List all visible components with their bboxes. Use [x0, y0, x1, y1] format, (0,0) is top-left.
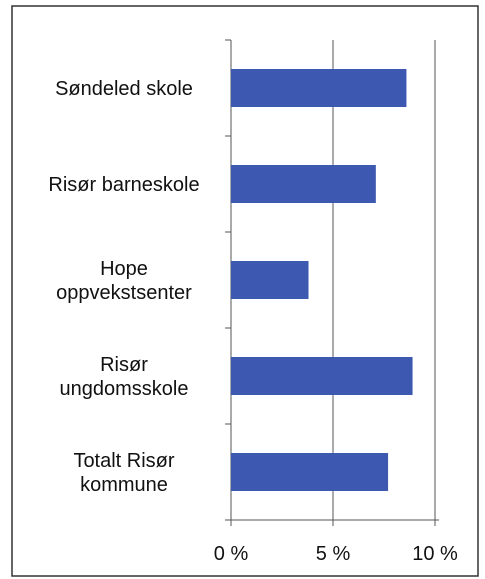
- x-tick-label: 10 %: [412, 543, 458, 565]
- bar: [231, 165, 376, 203]
- bar: [231, 261, 309, 299]
- bar: [231, 69, 407, 107]
- y-tick-label: Søndeled skole: [55, 78, 193, 100]
- x-tick-label: 5 %: [316, 543, 351, 565]
- y-tick-label: Risør ungdomsskole: [60, 354, 189, 400]
- y-tick-label: Hope oppvekstsenter: [56, 258, 192, 304]
- bar: [231, 453, 389, 491]
- y-tick-label: Totalt Risør kommune: [73, 450, 174, 496]
- bar: [231, 357, 413, 395]
- y-tick-label: Risør barneskole: [48, 174, 199, 196]
- x-tick-label: 0 %: [214, 543, 249, 565]
